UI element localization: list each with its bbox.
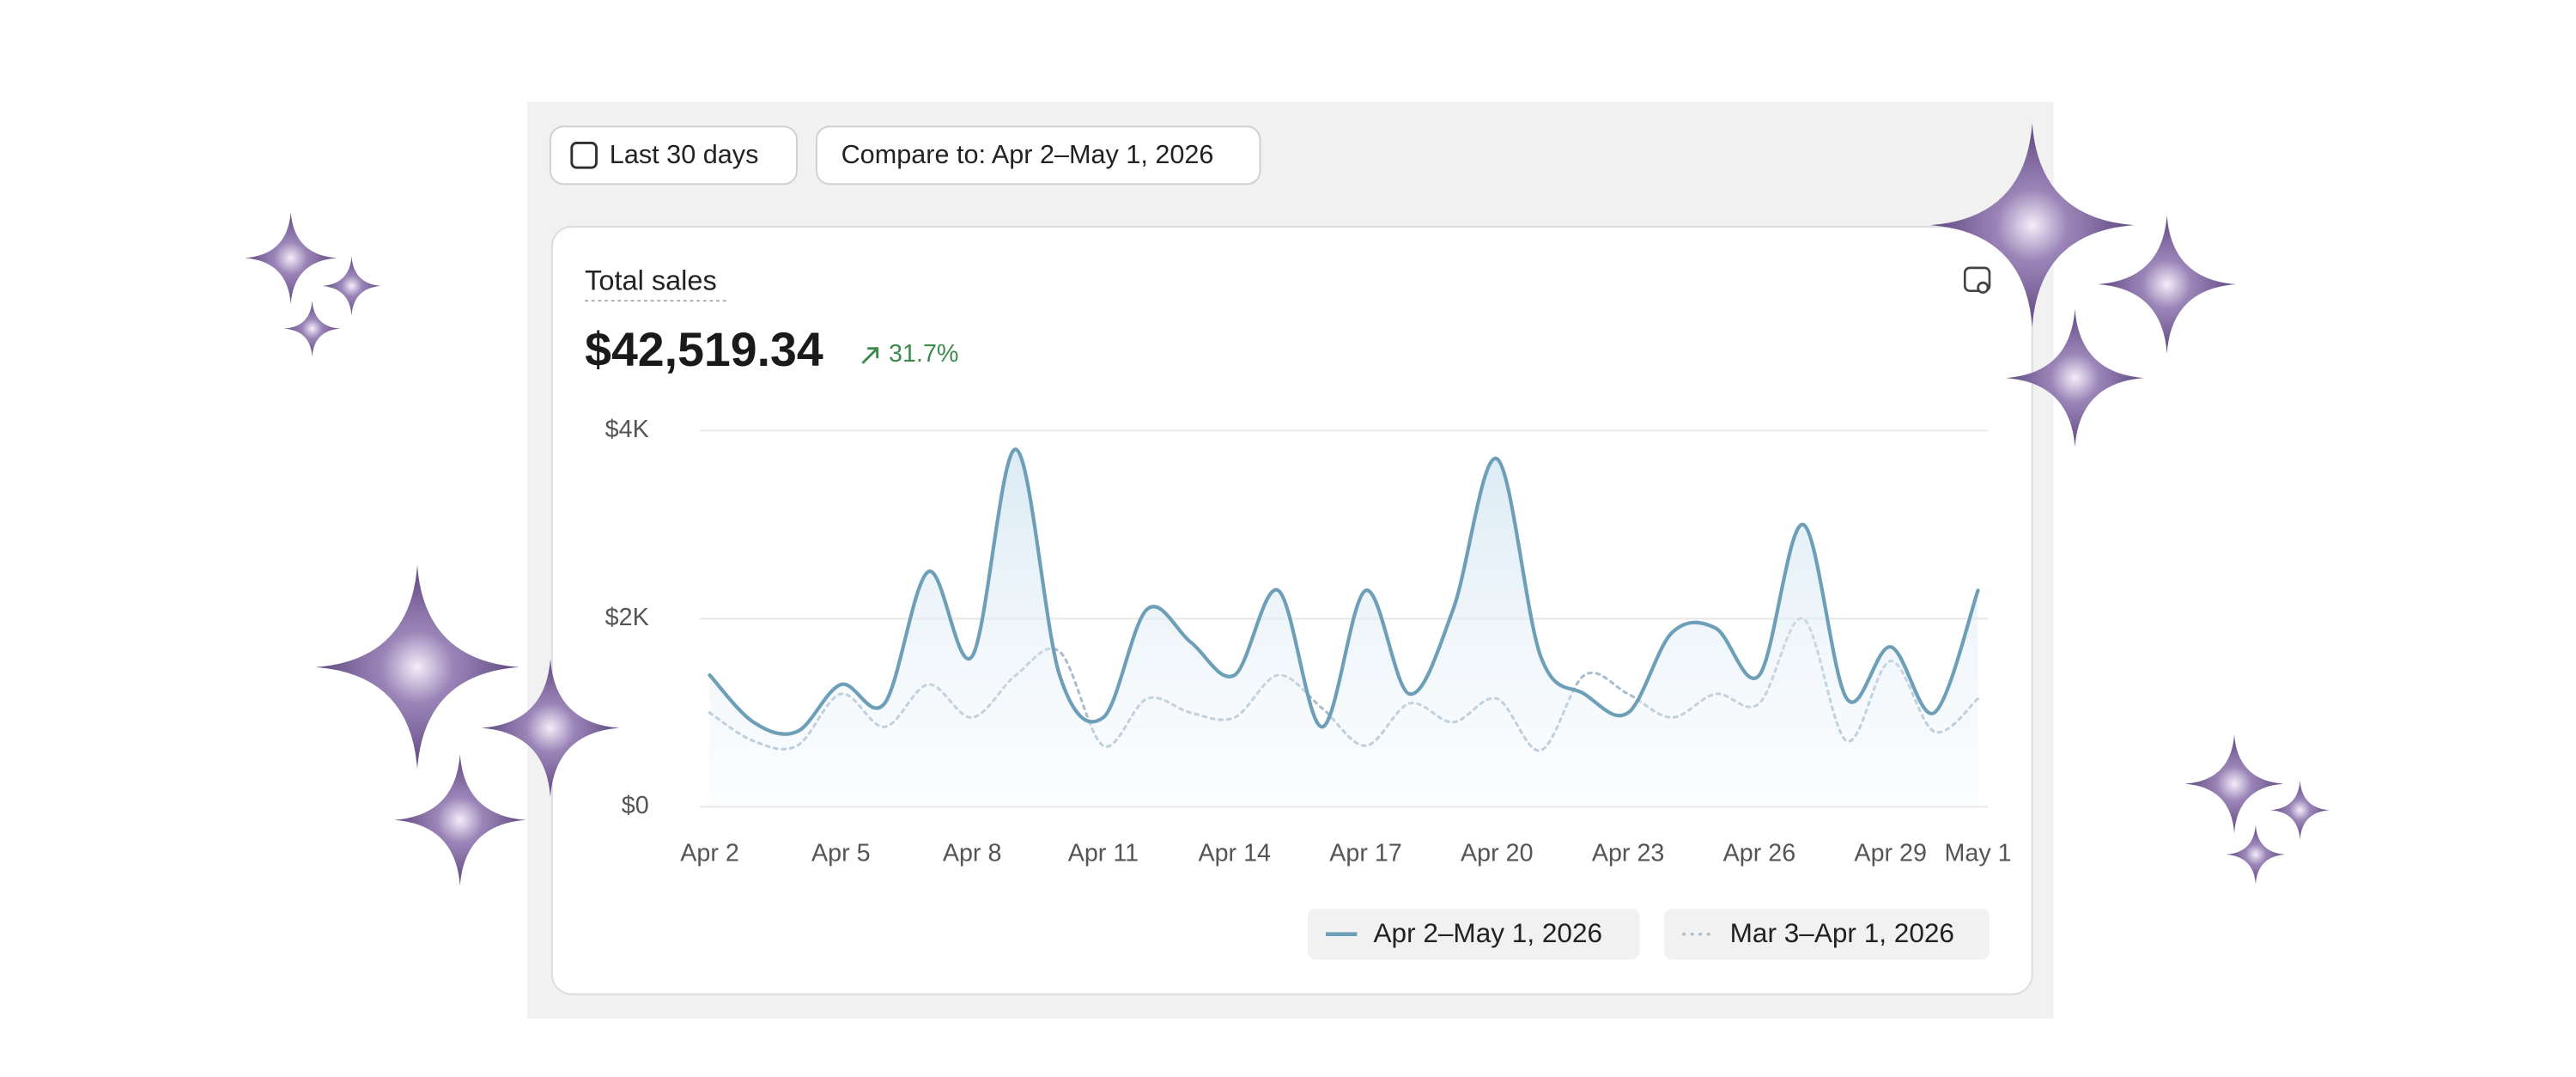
y-tick-label: $4K (605, 416, 649, 443)
sparkle (283, 301, 341, 357)
x-tick-label: Apr 5 (811, 839, 871, 867)
analyze-icon[interactable] (1963, 266, 1991, 294)
x-tick-label: Apr 23 (1592, 839, 1665, 867)
legend-label: Mar 3–Apr 1, 2026 (1730, 917, 1954, 948)
metric-title[interactable]: Total sales (585, 265, 717, 296)
x-tick-label: Apr 8 (943, 839, 1002, 867)
button-bg (549, 125, 798, 186)
y-tick-label: $2K (605, 604, 649, 631)
icon-lens (1977, 281, 1990, 294)
legend: Apr 2–May 1, 2026 Mar 3–Apr 1, 2026 (1307, 909, 1990, 960)
sparkle (315, 565, 519, 770)
x-tick-label: Apr 20 (1461, 839, 1534, 867)
x-tick-label: Apr 29 (1854, 839, 1927, 867)
legend-item-bg (1307, 909, 1640, 960)
x-tick-label: Apr 26 (1723, 839, 1796, 867)
sparkle (245, 211, 337, 304)
change-percent: 31.7% (889, 340, 958, 368)
x-tick-label: Apr 2 (680, 839, 739, 867)
up-arrow (861, 347, 879, 364)
x-tick-label: Apr 17 (1329, 839, 1402, 867)
icon-frame (1963, 266, 1991, 293)
sparkle (322, 256, 381, 316)
sparkle (2098, 215, 2236, 354)
sparkle (2270, 780, 2330, 840)
x-tick-label: Apr 11 (1068, 839, 1139, 867)
y-tick-label: $0 (622, 792, 649, 819)
legend-label: Apr 2–May 1, 2026 (1373, 917, 1602, 948)
sparkle (2226, 824, 2286, 885)
x-tick-label: May 1 (1945, 839, 2012, 867)
chart: $0 $2K $4K Apr 2 Apr 5 Apr 8 Apr 11 Apr 14 Apr 1… (605, 416, 2012, 867)
sparkle (394, 754, 526, 886)
date-range-button[interactable]: Last 30 days (549, 125, 798, 186)
button-label: Last 30 days (610, 140, 759, 169)
button-bg (815, 125, 1261, 186)
legend-item-bg (1664, 909, 1990, 960)
line (708, 447, 1980, 736)
calendar-icon (570, 142, 598, 169)
sparkle (2184, 734, 2284, 834)
compare-button[interactable]: Compare to: Apr 2–May 1, 2026 (815, 125, 1261, 186)
area (709, 449, 1978, 807)
x-tick-label: Apr 14 (1198, 839, 1271, 867)
metric-value: $42,519.34 (585, 323, 823, 376)
button-label: Compare to: Apr 2–May 1, 2026 (841, 140, 1214, 169)
